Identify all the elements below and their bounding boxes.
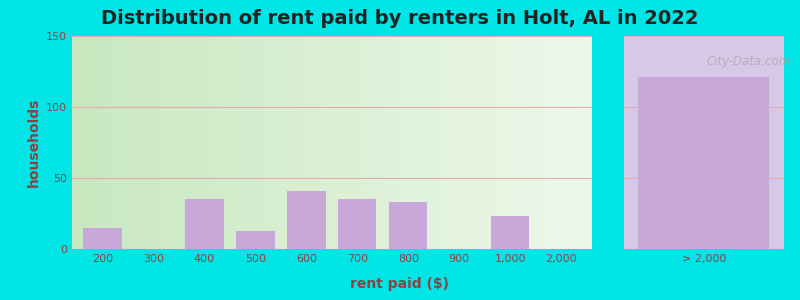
Bar (287, 191, 326, 249)
Bar (186, 199, 223, 249)
Bar (390, 202, 427, 249)
Bar (638, 77, 770, 249)
Text: Distribution of rent paid by renters in Holt, AL in 2022: Distribution of rent paid by renters in … (102, 9, 698, 28)
Bar (83, 228, 122, 249)
Bar (491, 216, 530, 249)
Bar (338, 199, 377, 249)
Y-axis label: households: households (26, 98, 41, 187)
Bar (236, 230, 274, 249)
Text: rent paid ($): rent paid ($) (350, 277, 450, 291)
Text: City-Data.com: City-Data.com (706, 55, 791, 68)
